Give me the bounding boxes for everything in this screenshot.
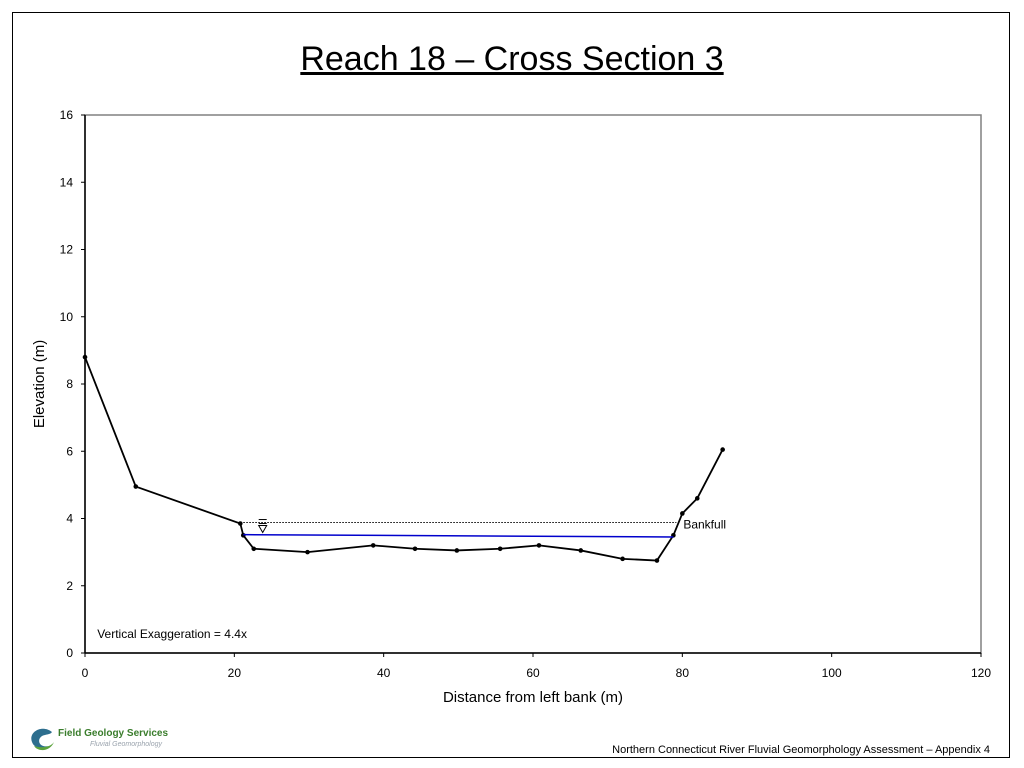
x-tick-label: 20 — [228, 666, 242, 680]
survey-point — [251, 546, 257, 552]
x-tick-label: 100 — [822, 666, 842, 680]
survey-point — [370, 543, 376, 548]
y-tick-label: 6 — [66, 444, 73, 458]
footer-note: Northern Connecticut River Fluvial Geomo… — [612, 744, 990, 756]
plot-area — [84, 114, 982, 654]
y-axis-title: Elevation (m) — [31, 340, 48, 428]
water-surface-icon — [257, 525, 268, 534]
x-tick-label: 80 — [676, 666, 690, 680]
x-tick-label: 120 — [971, 666, 991, 680]
survey-point — [412, 546, 418, 552]
survey-point — [578, 548, 584, 553]
y-tick-label: 0 — [66, 646, 73, 660]
survey-point — [620, 556, 625, 562]
x-tick-label: 60 — [526, 666, 540, 680]
y-tick-label: 16 — [60, 108, 74, 122]
survey-point — [720, 447, 725, 452]
survey-point — [654, 558, 660, 563]
survey-point — [454, 548, 460, 553]
x-tick-label: 40 — [377, 666, 391, 680]
cross-section-profile — [84, 356, 724, 562]
survey-point — [82, 354, 88, 360]
survey-point — [680, 511, 685, 516]
survey-point — [133, 484, 139, 489]
x-tick-label: 0 — [82, 666, 89, 680]
y-tick-label: 4 — [66, 512, 73, 526]
vertical-exaggeration-note: Vertical Exaggeration = 4.4x — [97, 627, 247, 641]
slide-title: Reach 18 – Cross Section 3 — [300, 40, 724, 78]
x-axis-title: Distance from left bank (m) — [443, 689, 623, 706]
survey-point — [694, 496, 700, 501]
water-surface-line — [243, 533, 674, 538]
slide-frame — [12, 12, 1010, 758]
logo-name: Field Geology Services — [58, 728, 169, 739]
y-tick-label: 14 — [60, 175, 74, 189]
bankfull-label: Bankfull — [683, 518, 726, 532]
survey-point — [497, 546, 503, 552]
survey-point — [305, 549, 310, 555]
survey-point — [536, 543, 542, 548]
y-tick-label: 8 — [66, 377, 73, 391]
logo-swirl-icon — [31, 728, 54, 751]
logo-tagline: Fluvial Geomorphology — [90, 741, 162, 748]
survey-point — [238, 521, 243, 526]
y-tick-label: 10 — [60, 310, 74, 324]
y-tick-label: 12 — [60, 243, 74, 257]
y-tick-label: 2 — [66, 579, 73, 593]
logo: Field Geology Services Fluvial Geomorpho… — [28, 724, 178, 754]
